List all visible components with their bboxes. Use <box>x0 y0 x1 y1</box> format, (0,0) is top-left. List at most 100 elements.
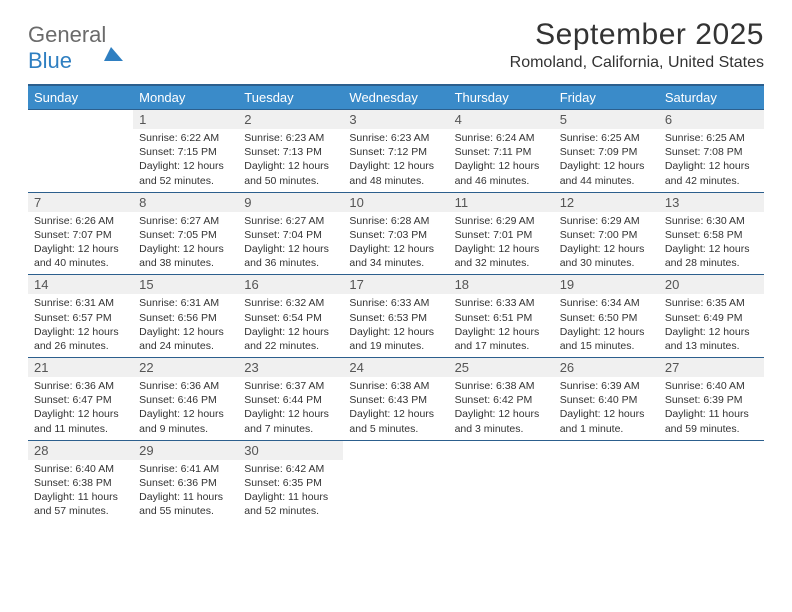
day-details: Sunrise: 6:33 AMSunset: 6:53 PMDaylight:… <box>343 294 448 357</box>
calendar-day-cell: 27Sunrise: 6:40 AMSunset: 6:39 PMDayligh… <box>659 358 764 441</box>
calendar-day-cell: 28Sunrise: 6:40 AMSunset: 6:38 PMDayligh… <box>28 440 133 522</box>
day-details: Sunrise: 6:42 AMSunset: 6:35 PMDaylight:… <box>238 460 343 523</box>
calendar-day-cell: 22Sunrise: 6:36 AMSunset: 6:46 PMDayligh… <box>133 358 238 441</box>
calendar-day-cell: 15Sunrise: 6:31 AMSunset: 6:56 PMDayligh… <box>133 275 238 358</box>
brand-logo: General Blue <box>28 22 123 74</box>
calendar-day-cell: 10Sunrise: 6:28 AMSunset: 7:03 PMDayligh… <box>343 192 448 275</box>
day-details: Sunrise: 6:37 AMSunset: 6:44 PMDaylight:… <box>238 377 343 440</box>
day-details: Sunrise: 6:38 AMSunset: 6:43 PMDaylight:… <box>343 377 448 440</box>
location: Romoland, California, United States <box>510 54 764 72</box>
calendar-day-cell: 23Sunrise: 6:37 AMSunset: 6:44 PMDayligh… <box>238 358 343 441</box>
calendar-table: SundayMondayTuesdayWednesdayThursdayFrid… <box>28 84 764 522</box>
day-details: Sunrise: 6:38 AMSunset: 6:42 PMDaylight:… <box>449 377 554 440</box>
day-number: 13 <box>659 193 764 212</box>
day-number: 22 <box>133 358 238 377</box>
day-details: Sunrise: 6:40 AMSunset: 6:39 PMDaylight:… <box>659 377 764 440</box>
day-number: 15 <box>133 275 238 294</box>
day-number: 9 <box>238 193 343 212</box>
brand-name-part1: General <box>28 22 106 47</box>
day-details: Sunrise: 6:35 AMSunset: 6:49 PMDaylight:… <box>659 294 764 357</box>
day-details: Sunrise: 6:31 AMSunset: 6:57 PMDaylight:… <box>28 294 133 357</box>
month-title: September 2025 <box>510 18 764 52</box>
day-number: 1 <box>133 110 238 129</box>
day-details: Sunrise: 6:40 AMSunset: 6:38 PMDaylight:… <box>28 460 133 523</box>
calendar-day-cell: 29Sunrise: 6:41 AMSunset: 6:36 PMDayligh… <box>133 440 238 522</box>
day-details: Sunrise: 6:33 AMSunset: 6:51 PMDaylight:… <box>449 294 554 357</box>
calendar-day-cell: 2Sunrise: 6:23 AMSunset: 7:13 PMDaylight… <box>238 110 343 193</box>
day-number: 8 <box>133 193 238 212</box>
day-number: 5 <box>554 110 659 129</box>
calendar-day-cell: 7Sunrise: 6:26 AMSunset: 7:07 PMDaylight… <box>28 192 133 275</box>
calendar-day-cell: 12Sunrise: 6:29 AMSunset: 7:00 PMDayligh… <box>554 192 659 275</box>
day-number: 14 <box>28 275 133 294</box>
day-details: Sunrise: 6:29 AMSunset: 7:00 PMDaylight:… <box>554 212 659 275</box>
day-details: Sunrise: 6:30 AMSunset: 6:58 PMDaylight:… <box>659 212 764 275</box>
day-details: Sunrise: 6:41 AMSunset: 6:36 PMDaylight:… <box>133 460 238 523</box>
calendar-day-cell: 9Sunrise: 6:27 AMSunset: 7:04 PMDaylight… <box>238 192 343 275</box>
header: General Blue September 2025 Romoland, Ca… <box>28 18 764 74</box>
brand-name: General Blue <box>28 22 123 74</box>
day-details: Sunrise: 6:28 AMSunset: 7:03 PMDaylight:… <box>343 212 448 275</box>
calendar-empty-cell: . <box>449 440 554 522</box>
calendar-empty-cell: . <box>659 440 764 522</box>
day-number: 28 <box>28 441 133 460</box>
weekday-header: Thursday <box>449 85 554 110</box>
day-number: 26 <box>554 358 659 377</box>
weekday-header: Sunday <box>28 85 133 110</box>
calendar-week-row: 7Sunrise: 6:26 AMSunset: 7:07 PMDaylight… <box>28 192 764 275</box>
day-details: Sunrise: 6:22 AMSunset: 7:15 PMDaylight:… <box>133 129 238 192</box>
day-details: Sunrise: 6:25 AMSunset: 7:08 PMDaylight:… <box>659 129 764 192</box>
calendar-day-cell: 6Sunrise: 6:25 AMSunset: 7:08 PMDaylight… <box>659 110 764 193</box>
brand-name-part2: Blue <box>28 48 72 73</box>
day-number: 10 <box>343 193 448 212</box>
day-number: 18 <box>449 275 554 294</box>
calendar-empty-cell: . <box>554 440 659 522</box>
calendar-day-cell: 13Sunrise: 6:30 AMSunset: 6:58 PMDayligh… <box>659 192 764 275</box>
day-details: Sunrise: 6:27 AMSunset: 7:05 PMDaylight:… <box>133 212 238 275</box>
day-number: 30 <box>238 441 343 460</box>
weekday-header: Saturday <box>659 85 764 110</box>
calendar-day-cell: 16Sunrise: 6:32 AMSunset: 6:54 PMDayligh… <box>238 275 343 358</box>
calendar-header-row: SundayMondayTuesdayWednesdayThursdayFrid… <box>28 85 764 110</box>
day-number: 3 <box>343 110 448 129</box>
calendar-empty-cell: . <box>343 440 448 522</box>
calendar-day-cell: 11Sunrise: 6:29 AMSunset: 7:01 PMDayligh… <box>449 192 554 275</box>
calendar-day-cell: 30Sunrise: 6:42 AMSunset: 6:35 PMDayligh… <box>238 440 343 522</box>
day-details: Sunrise: 6:24 AMSunset: 7:11 PMDaylight:… <box>449 129 554 192</box>
calendar-day-cell: 1Sunrise: 6:22 AMSunset: 7:15 PMDaylight… <box>133 110 238 193</box>
day-details: Sunrise: 6:36 AMSunset: 6:46 PMDaylight:… <box>133 377 238 440</box>
day-number: 17 <box>343 275 448 294</box>
day-details: Sunrise: 6:23 AMSunset: 7:13 PMDaylight:… <box>238 129 343 192</box>
weekday-header: Wednesday <box>343 85 448 110</box>
day-number: 21 <box>28 358 133 377</box>
day-number: 12 <box>554 193 659 212</box>
day-details: Sunrise: 6:34 AMSunset: 6:50 PMDaylight:… <box>554 294 659 357</box>
day-details: Sunrise: 6:23 AMSunset: 7:12 PMDaylight:… <box>343 129 448 192</box>
day-details: Sunrise: 6:39 AMSunset: 6:40 PMDaylight:… <box>554 377 659 440</box>
day-number: 24 <box>343 358 448 377</box>
calendar-day-cell: 25Sunrise: 6:38 AMSunset: 6:42 PMDayligh… <box>449 358 554 441</box>
calendar-day-cell: 3Sunrise: 6:23 AMSunset: 7:12 PMDaylight… <box>343 110 448 193</box>
weekday-header: Tuesday <box>238 85 343 110</box>
triangle-icon <box>104 22 123 61</box>
day-number: 6 <box>659 110 764 129</box>
calendar-day-cell: 17Sunrise: 6:33 AMSunset: 6:53 PMDayligh… <box>343 275 448 358</box>
day-details: Sunrise: 6:27 AMSunset: 7:04 PMDaylight:… <box>238 212 343 275</box>
weekday-header: Friday <box>554 85 659 110</box>
day-number: 7 <box>28 193 133 212</box>
calendar-day-cell: 5Sunrise: 6:25 AMSunset: 7:09 PMDaylight… <box>554 110 659 193</box>
calendar-week-row: .1Sunrise: 6:22 AMSunset: 7:15 PMDayligh… <box>28 110 764 193</box>
calendar-week-row: 14Sunrise: 6:31 AMSunset: 6:57 PMDayligh… <box>28 275 764 358</box>
day-number: 16 <box>238 275 343 294</box>
day-number: 20 <box>659 275 764 294</box>
title-block: September 2025 Romoland, California, Uni… <box>510 18 764 72</box>
calendar-day-cell: 18Sunrise: 6:33 AMSunset: 6:51 PMDayligh… <box>449 275 554 358</box>
calendar-day-cell: 19Sunrise: 6:34 AMSunset: 6:50 PMDayligh… <box>554 275 659 358</box>
calendar-day-cell: 14Sunrise: 6:31 AMSunset: 6:57 PMDayligh… <box>28 275 133 358</box>
day-number: 11 <box>449 193 554 212</box>
calendar-week-row: 28Sunrise: 6:40 AMSunset: 6:38 PMDayligh… <box>28 440 764 522</box>
day-number: 2 <box>238 110 343 129</box>
day-number: 25 <box>449 358 554 377</box>
weekday-header: Monday <box>133 85 238 110</box>
calendar-day-cell: 8Sunrise: 6:27 AMSunset: 7:05 PMDaylight… <box>133 192 238 275</box>
